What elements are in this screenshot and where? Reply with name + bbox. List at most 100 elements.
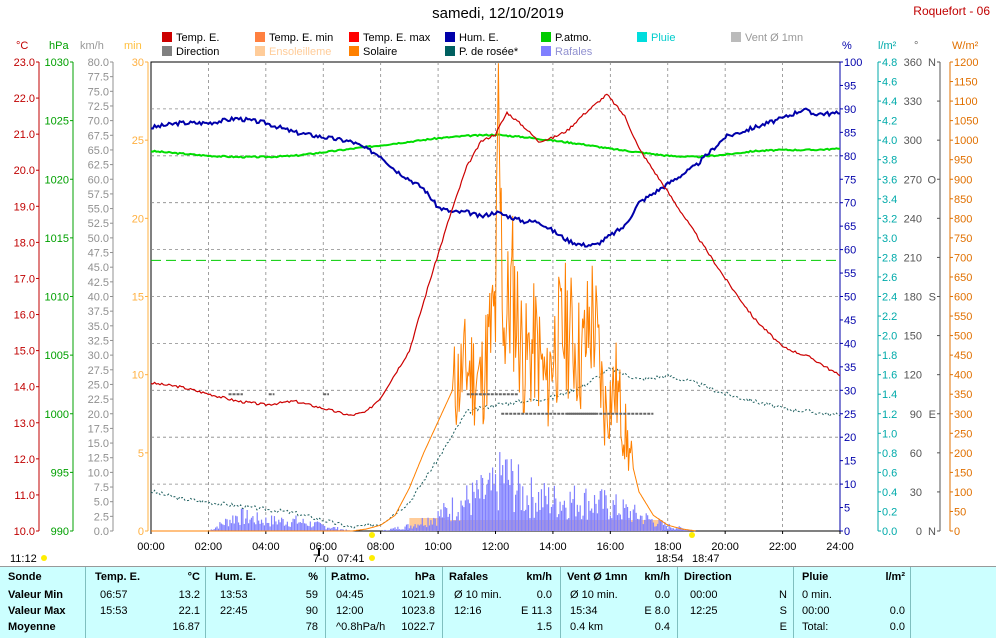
solar-axis-tick-label: 200 <box>954 448 972 460</box>
hum-axis-tick-label: 30 <box>844 385 856 397</box>
x-axis-tick-label: 12:00 <box>482 541 510 553</box>
stats-divider <box>910 567 911 638</box>
legend-swatch <box>255 46 265 56</box>
stats-cell-gust-t: 12:16 <box>454 605 482 617</box>
stats-cell-rain-v: 0.0 <box>889 621 905 633</box>
temp-axis-tick-label: 21.0 <box>14 129 35 141</box>
wind-axis-tick-label: 45.0 <box>88 262 109 274</box>
wind-axis-tick-label: 42.5 <box>88 277 109 289</box>
stats-cell-rain-t: 0 min. <box>802 589 832 601</box>
solar-axis-tick-label: 550 <box>954 311 972 323</box>
temp-axis-tick-label: 14.0 <box>14 382 35 394</box>
stats-divider <box>325 567 326 638</box>
sunrise-time: 07:41 <box>337 553 365 565</box>
legend-swatch <box>541 46 551 56</box>
dir-axis-tick-label: 90 <box>910 409 922 421</box>
time-marker <box>318 548 320 556</box>
stats-header-label: Rafales <box>449 571 489 583</box>
stats-cell-dir-v: N <box>779 589 787 601</box>
stats-cell-gust-v: 1.5 <box>536 621 552 633</box>
stats-cell-dir-t: 00:00 <box>690 589 718 601</box>
x-axis-tick-label: 08:00 <box>367 541 395 553</box>
temp-axis-tick-label: 10.0 <box>14 526 35 538</box>
temp-axis-unit: °C <box>16 40 29 52</box>
x-axis-tick-label: 02:00 <box>195 541 223 553</box>
solar-axis-tick-label: 150 <box>954 467 972 479</box>
stats-cell-hum-t: 22:45 <box>220 605 248 617</box>
stats-cell-wind-v: 0.0 <box>654 589 670 601</box>
solar-axis-tick-label: 100 <box>954 487 972 499</box>
hum-axis-tick-label: 0 <box>844 526 850 538</box>
stats-divider <box>442 567 443 638</box>
press-axis-tick-label: 1005 <box>45 350 69 362</box>
wind-axis-tick-label: 25.0 <box>88 379 109 391</box>
dir-axis-tick-label: 240 <box>904 213 922 225</box>
wind-axis-tick-label: 32.5 <box>88 335 109 347</box>
stats-header-label: Hum. E. <box>215 571 256 583</box>
temp-axis-tick-label: 23.0 <box>14 57 35 69</box>
stats-cell-hum-t: 13:53 <box>220 589 248 601</box>
stats-cell-gust-v: 0.0 <box>536 589 552 601</box>
stats-divider <box>793 567 794 638</box>
sun-axis-tick-label: 0 <box>138 526 144 538</box>
sun-marker-label: 7-0 <box>313 553 329 565</box>
solar-axis-tick-label: 450 <box>954 350 972 362</box>
legend-item: Solaire <box>349 46 397 58</box>
stats-cell-dir-v: S <box>779 605 787 617</box>
solar-axis-tick-label: 950 <box>954 155 972 167</box>
wind-axis-tick-label: 2.5 <box>94 511 109 523</box>
stats-cell-wind-v: E 8.0 <box>644 605 670 617</box>
wind-axis-tick-label: 27.5 <box>88 365 109 377</box>
hum-axis-tick-label: 20 <box>844 432 856 444</box>
sun-axis-tick-label: 10 <box>132 370 144 382</box>
rain-axis-tick-label: 3.6 <box>882 174 897 186</box>
rain-axis-tick-label: 3.4 <box>882 194 897 206</box>
temp-axis-tick-label: 20.0 <box>14 165 35 177</box>
legend-item: Temp. E. max <box>349 32 430 44</box>
rain-axis-tick-label: 4.4 <box>882 96 897 108</box>
rain-axis-tick-label: 3.2 <box>882 213 897 225</box>
wind-axis-tick-label: 55.0 <box>88 204 109 216</box>
hum-axis-tick-label: 85 <box>844 127 856 139</box>
legend-label: Ensoleilleme <box>269 46 332 58</box>
legend-swatch <box>349 32 359 42</box>
stats-cell-press-t: 12:00 <box>336 605 364 617</box>
dir-axis-tick-label: 120 <box>904 370 922 382</box>
rain-axis-tick-label: 1.4 <box>882 389 897 401</box>
legend-label: Rafales <box>555 46 593 58</box>
press-axis-tick-label: 1025 <box>45 116 69 128</box>
wind-axis-tick-label: 65.0 <box>88 145 109 157</box>
solar-axis-tick-label: 850 <box>954 194 972 206</box>
wind-axis-tick-label: 30.0 <box>88 350 109 362</box>
stats-cell-temp-v: 16.87 <box>172 621 200 633</box>
stats-header-label: Pluie <box>802 571 829 583</box>
x-axis-tick-label: 16:00 <box>597 541 625 553</box>
wind-axis-tick-label: 10.0 <box>88 467 109 479</box>
hum-axis-tick-label: 35 <box>844 362 856 374</box>
stats-row-label: Valeur Min <box>8 589 64 601</box>
legend-label: P. de rosée* <box>459 46 519 58</box>
x-axis-tick-label: 20:00 <box>711 541 739 553</box>
stats-row-label: Moyenne <box>8 621 56 633</box>
stats-header-label: Sonde <box>8 571 42 583</box>
solar-axis-tick-label: 350 <box>954 389 972 401</box>
legend-swatch <box>731 32 741 42</box>
stats-header-unit: % <box>308 571 318 583</box>
solar-axis-tick-label: 650 <box>954 272 972 284</box>
solar-axis-tick-label: 900 <box>954 174 972 186</box>
stats-header-row: Sonde Temp. E. °C Hum. E.% P.atmo. hPa Rafales… <box>0 571 996 588</box>
weather-chart: 23.0 22.0 21.0 20.0 19.0 18.0 17.0 16.0 15.0 14.0… <box>10 57 978 565</box>
sun-axis-tick-label: 20 <box>132 213 144 225</box>
legend-label: Temp. E. max <box>363 32 431 44</box>
press-axis-tick-label: 990 <box>51 526 69 538</box>
hum-axis-tick-label: 65 <box>844 221 856 233</box>
dawn-time: 11:12 <box>10 553 37 565</box>
wind-axis-tick-label: 22.5 <box>88 394 109 406</box>
press-axis-tick-label: 1000 <box>45 409 69 421</box>
hum-axis-tick-label: 100 <box>844 57 862 69</box>
hum-axis-tick-label: 70 <box>844 198 856 210</box>
solar-axis-tick-label: 700 <box>954 252 972 264</box>
press-axis-tick-label: 1030 <box>45 57 69 69</box>
solar-axis-tick-label: 0 <box>954 526 960 538</box>
stats-row: Valeur Max 15:53 22.1 22:45 90 12:00 1023.8 12:… <box>0 605 996 622</box>
